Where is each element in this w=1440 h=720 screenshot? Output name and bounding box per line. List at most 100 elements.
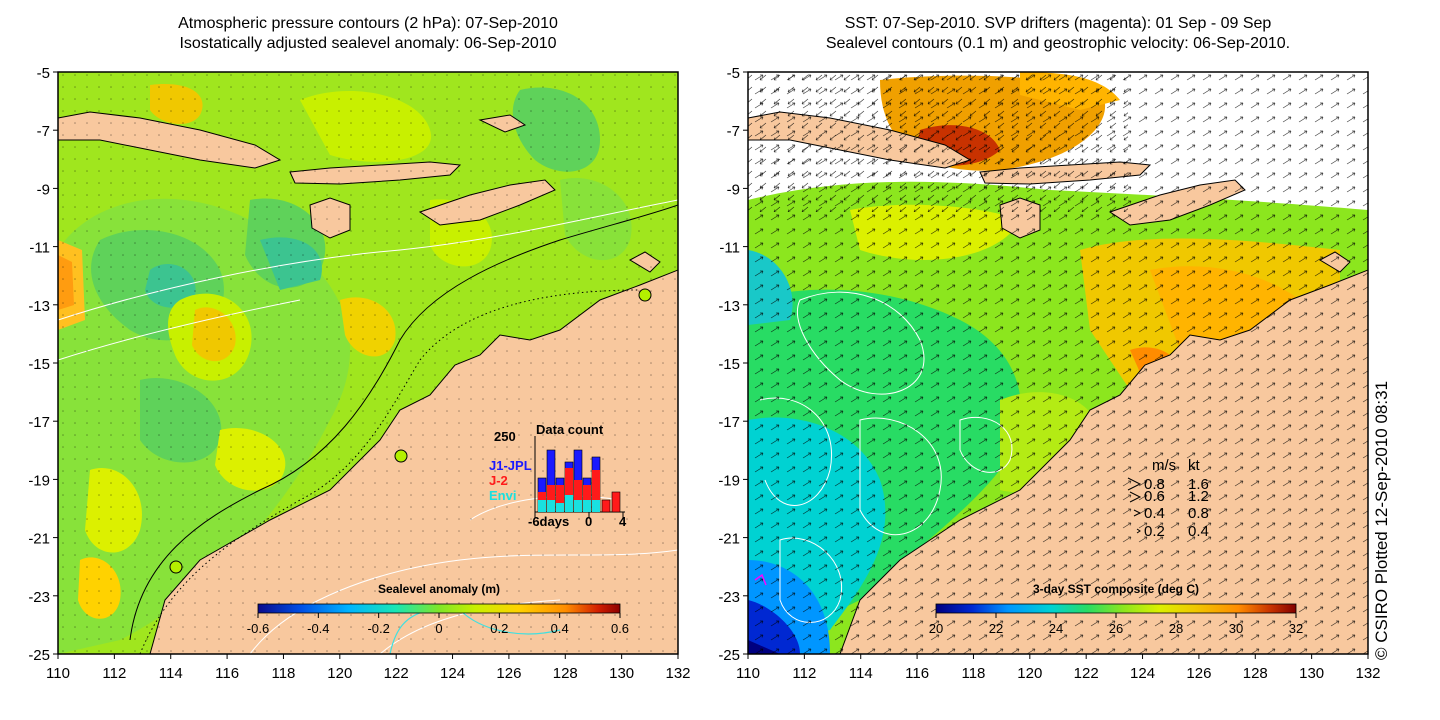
lon-tick-label: 130 <box>609 665 634 682</box>
speed-key-header-ms: m/s <box>1152 457 1176 474</box>
lat-tick-label: -25 <box>28 647 50 664</box>
speed-key-ms-3: 0.2 <box>1144 523 1165 540</box>
lat-tick-label: -15 <box>28 356 50 373</box>
lat-tick-label: -23 <box>718 589 740 606</box>
legend-j1-jpl: J1-JPL <box>489 458 532 473</box>
lon-tick-label: 116 <box>905 665 929 682</box>
left-title-line2: Isostatically adjusted sealevel anomaly:… <box>179 35 557 52</box>
lon-tick-label: 112 <box>102 665 126 682</box>
lon-tick-label: 122 <box>1074 665 1099 682</box>
lon-tick-label: 110 <box>736 665 760 682</box>
lon-tick-label: 114 <box>849 665 873 682</box>
colorbar-tick-label: 0.2 <box>490 621 508 636</box>
lat-tick-label: -21 <box>28 531 50 548</box>
inset-bars <box>537 449 621 513</box>
speed-arrow-icon <box>1136 528 1141 534</box>
lon-tick-label: 130 <box>1299 665 1324 682</box>
tide-gauge-marker <box>169 560 183 574</box>
sst-colorbar: 3-day SST composite (deg C) 20 22 24 26 28 30… <box>929 582 1303 636</box>
colorbar-tick-label: 0.4 <box>551 621 569 636</box>
colorbar-tick-label: 22 <box>989 621 1003 636</box>
speed-key-kt-3: 0.4 <box>1188 523 1209 540</box>
colorbar-tick-label: -0.6 <box>247 621 269 636</box>
inset-xlabel-zero: 0 <box>585 514 592 529</box>
lat-tick-label: -19 <box>718 472 740 489</box>
lon-tick-label: 126 <box>1186 665 1211 682</box>
sla-colorbar: Sealevel anomaly (m) -0.6 -0.4 -0.2 0 0.2 0.4… <box>247 582 629 636</box>
lat-tick-label: -17 <box>718 414 740 431</box>
right-title-line2: Sealevel contours (0.1 m) and geostrophi… <box>825 35 1291 52</box>
lat-tick-label: -9 <box>727 181 740 198</box>
speed-key-kt-0: 1.6 <box>1188 476 1209 493</box>
lat-tick-label: -13 <box>28 298 50 315</box>
lon-tick-label: 122 <box>384 665 409 682</box>
lat-tick-label: -5 <box>37 65 50 82</box>
speed-arrow-icon <box>1127 477 1142 491</box>
lat-tick-label: -19 <box>28 472 50 489</box>
lon-tick-label: 116 <box>215 665 239 682</box>
lon-tick-label: 118 <box>271 665 295 682</box>
speed-key-ms-2: 0.4 <box>1144 505 1165 522</box>
sla-colorbar-ticks: -0.6 -0.4 -0.2 0 0.2 0.4 0.6 <box>247 613 629 636</box>
lat-tick-label: -13 <box>718 298 740 315</box>
lat-tick-label: -7 <box>37 123 50 140</box>
speed-key-ms-1: 0.6 <box>1144 488 1165 505</box>
lat-tick-label: -11 <box>719 240 740 257</box>
inset-title: Data count <box>536 422 604 437</box>
lon-tick-label: 128 <box>1243 665 1268 682</box>
lat-tick-label: -9 <box>37 181 50 198</box>
colorbar-tick-label: 24 <box>1049 621 1063 636</box>
lat-tick-label: -21 <box>718 531 740 548</box>
right-title-line1: SST: 07-Sep-2010. SVP drifters (magenta)… <box>844 15 1272 32</box>
lat-tick-label: -15 <box>718 356 740 373</box>
legend-envi: Envi <box>489 488 516 503</box>
colorbar-tick-label: 30 <box>1229 621 1243 636</box>
colorbar-tick-label: 20 <box>929 621 943 636</box>
speed-key-header-kt: kt <box>1188 457 1201 474</box>
lon-tick-label: 112 <box>792 665 816 682</box>
speed-arrow-icon <box>1133 509 1142 517</box>
sla-colorbar-label: Sealevel anomaly (m) <box>378 582 500 596</box>
lat-tick-label: -11 <box>29 240 50 257</box>
lat-tick-label: -25 <box>718 647 740 664</box>
colorbar-tick-label: -0.2 <box>367 621 389 636</box>
sst-colorbar-label: 3-day SST composite (deg C) <box>1033 582 1199 596</box>
lon-tick-label: 124 <box>1130 665 1155 682</box>
tide-gauge-marker <box>638 288 652 302</box>
inset-xlabel-start: -6days <box>528 514 569 529</box>
lon-tick-label: 120 <box>1017 665 1042 682</box>
colorbar-tick-label: 0 <box>435 621 442 636</box>
colorbar-tick-label: -0.4 <box>307 621 329 636</box>
colorbar-tick-label: 32 <box>1289 621 1303 636</box>
left-title-line1: Atmospheric pressure contours (2 hPa): 0… <box>178 15 558 32</box>
lon-tick-label: 124 <box>440 665 465 682</box>
speed-key-kt-2: 0.8 <box>1188 505 1209 522</box>
lon-tick-label: 132 <box>665 665 690 682</box>
speed-arrow-icon <box>1129 491 1142 503</box>
inset-xlabel-end: 4 <box>619 514 627 529</box>
lon-tick-label: 114 <box>159 665 183 682</box>
colorbar-tick-label: 0.6 <box>611 621 629 636</box>
sst-colorbar-ticks: 20 22 24 26 28 30 32 <box>929 613 1303 636</box>
inset-ymax-label: 250 <box>494 429 516 444</box>
lat-tick-label: -5 <box>727 65 740 82</box>
right-panel-title: SST: 07-Sep-2010. SVP drifters (magenta)… <box>748 14 1368 54</box>
lon-tick-label: 118 <box>961 665 985 682</box>
lat-tick-label: -17 <box>28 414 50 431</box>
speed-key: m/s kt 0.8 1.6 0.6 1.2 0.4 0.8 0.2 0.4 <box>1127 457 1209 540</box>
left-panel-title: Atmospheric pressure contours (2 hPa): 0… <box>58 14 678 54</box>
tide-gauge-marker <box>394 449 408 463</box>
right-map <box>748 72 1368 654</box>
lat-tick-label: -7 <box>727 123 740 140</box>
left-map <box>58 72 678 654</box>
copyright-credit: © CSIRO Plotted 12-Sep-2010 08:31 <box>1372 380 1391 660</box>
legend-j2: J-2 <box>489 473 508 488</box>
speed-key-kt-1: 1.2 <box>1188 488 1209 505</box>
lon-tick-label: 132 <box>1355 665 1380 682</box>
colorbar-tick-label: 28 <box>1169 621 1183 636</box>
data-count-inset: Data count 250 J1-JPL J-2 Envi -6days 0 … <box>489 422 627 529</box>
lon-tick-label: 110 <box>46 665 70 682</box>
speed-key-ms-0: 0.8 <box>1144 476 1165 493</box>
